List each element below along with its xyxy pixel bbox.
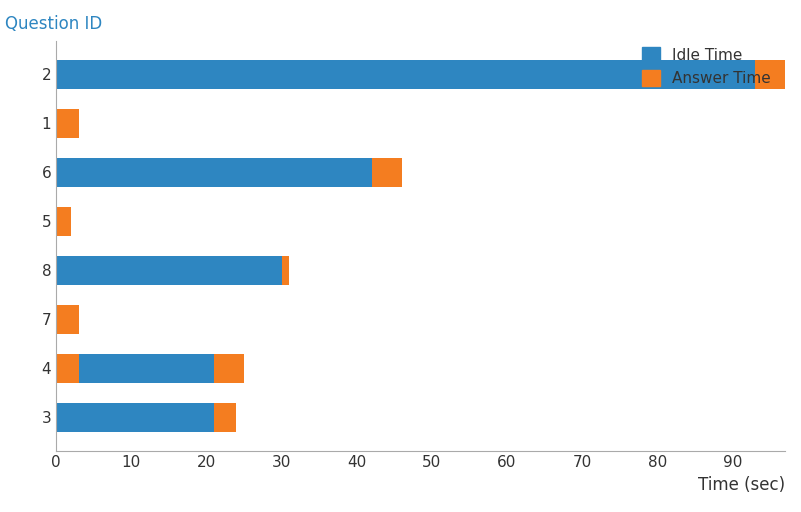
Bar — [56, 109, 78, 138]
Bar — [78, 354, 214, 383]
Bar — [56, 402, 214, 432]
X-axis label: Time (sec): Time (sec) — [698, 476, 785, 494]
Bar — [56, 59, 755, 89]
Bar — [755, 59, 785, 89]
Bar — [372, 158, 402, 187]
Text: Question ID: Question ID — [5, 15, 103, 33]
Bar — [56, 255, 281, 285]
Bar — [56, 354, 78, 383]
Bar — [214, 354, 244, 383]
Legend: Idle Time, Answer Time: Idle Time, Answer Time — [636, 40, 777, 92]
Bar — [56, 305, 78, 334]
Bar — [56, 206, 71, 236]
Bar — [214, 402, 236, 432]
Bar — [56, 158, 372, 187]
Bar — [281, 255, 289, 285]
